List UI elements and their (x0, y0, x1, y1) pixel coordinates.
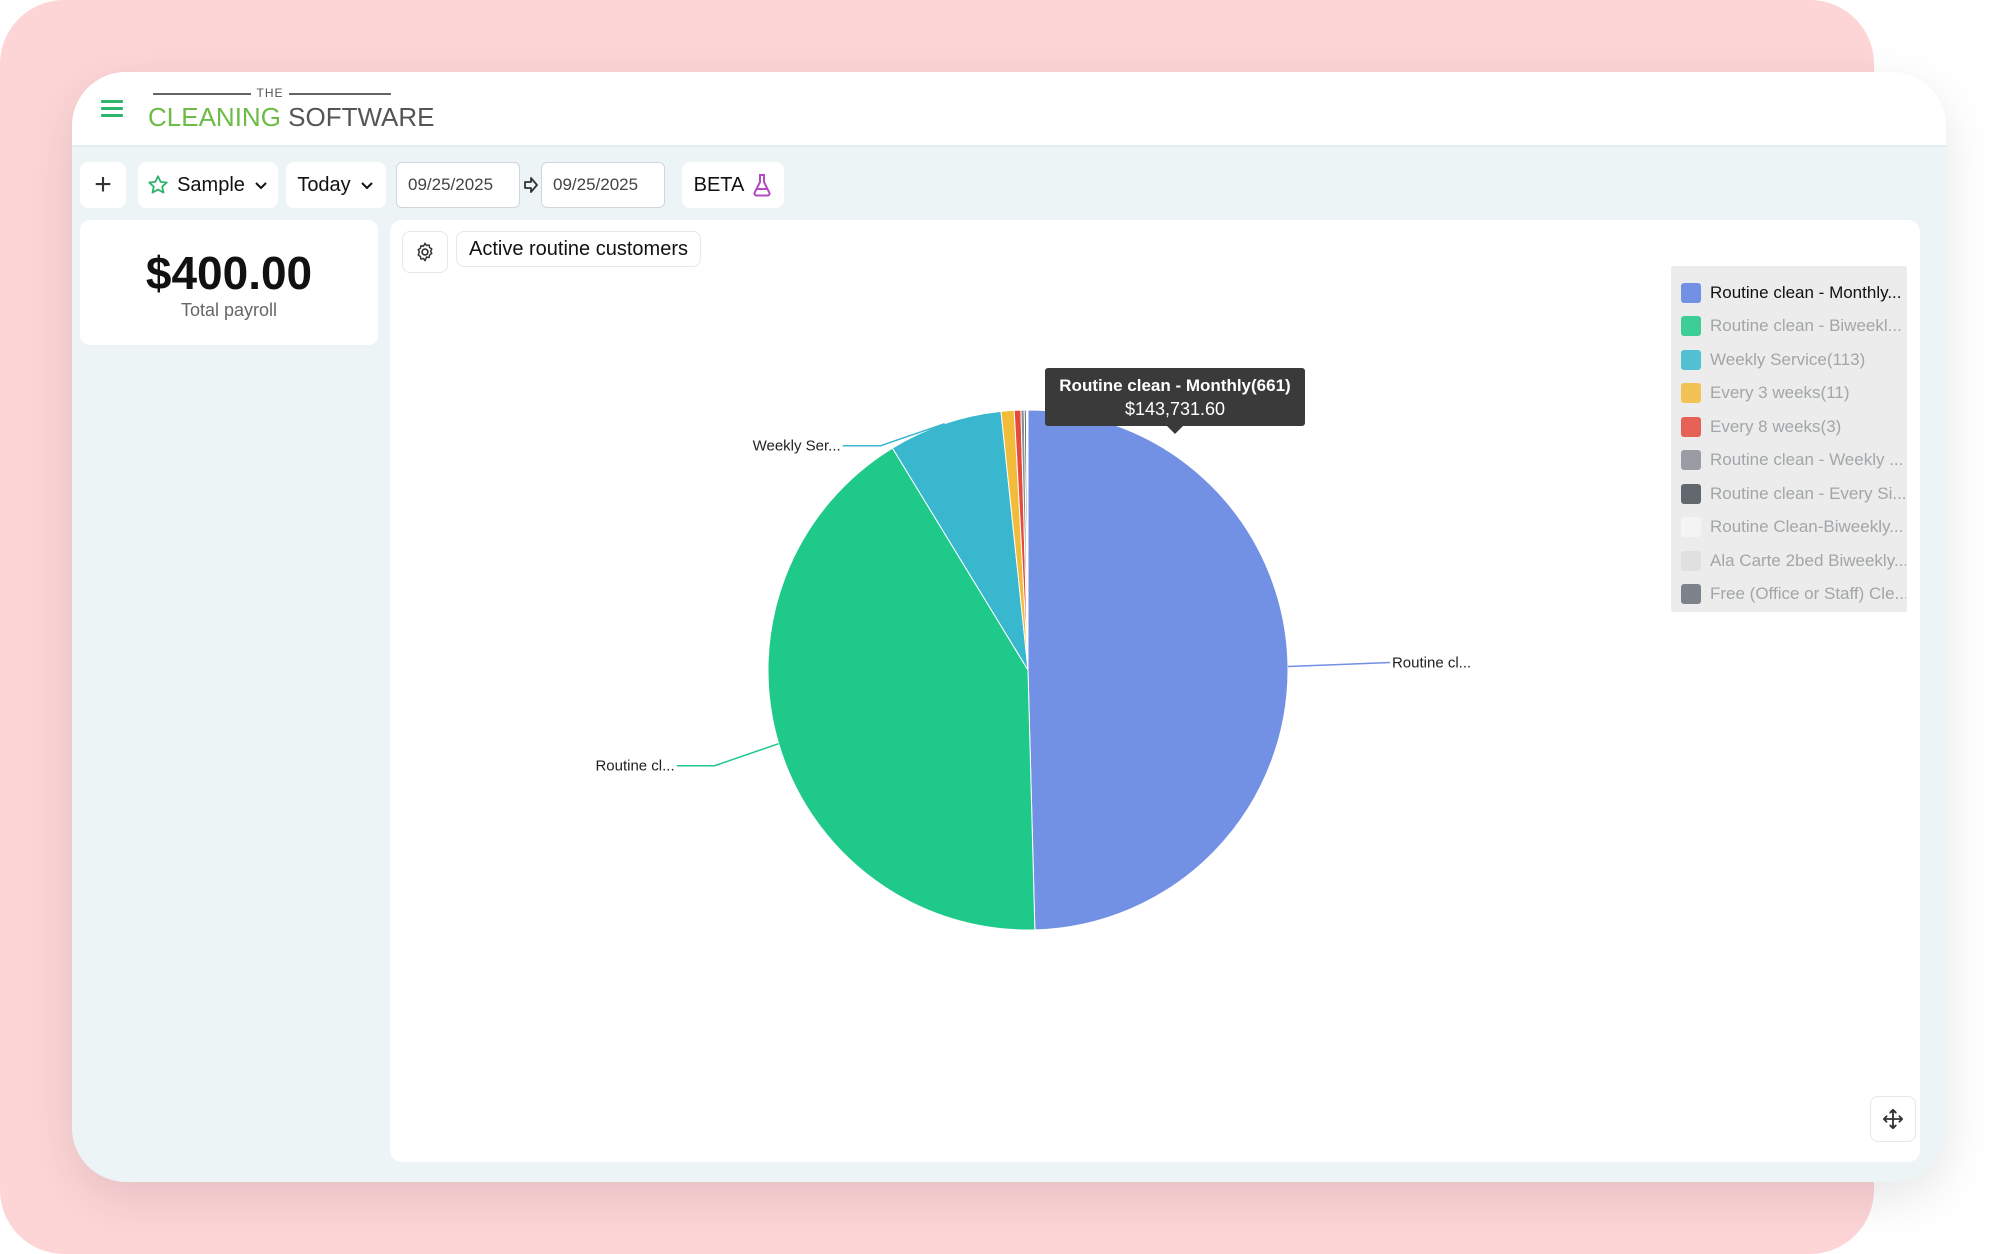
beta-label: BETA (693, 173, 745, 196)
legend-swatch (1681, 550, 1701, 571)
logo-rule-left (153, 93, 251, 95)
legend-item[interactable]: Routine Clean-Biweekly... (1681, 511, 1907, 545)
menu-icon[interactable] (101, 98, 125, 118)
legend-item[interactable]: Every 3 weeks(11) (1681, 377, 1907, 411)
legend-item[interactable]: Ala Carte 2bed Biweekly... (1681, 544, 1907, 578)
date-from-input[interactable]: 09/25/2025 (396, 162, 520, 208)
pie-slice[interactable] (767, 447, 1036, 931)
legend-item[interactable]: Routine clean - Weekly ... (1681, 444, 1907, 478)
chart-title: Active routine customers (456, 231, 701, 267)
legend-item[interactable]: Routine clean - Monthly... (1681, 276, 1907, 310)
legend-label: Routine clean - Monthly... (1710, 282, 1902, 302)
chevron-down-icon (255, 182, 267, 190)
pie-slice[interactable] (1027, 409, 1289, 931)
chart-settings-button[interactable] (402, 231, 448, 273)
legend-label: Weekly Service(113) (1710, 349, 1866, 369)
chart-panel: Active routine customers Routine cl... Ro… (390, 220, 1920, 1162)
callout-label: Weekly Ser... (753, 438, 841, 455)
add-button[interactable]: + (80, 162, 126, 208)
sample-label: Sample (177, 173, 245, 196)
legend-label: Routine Clean-Biweekly... (1710, 517, 1904, 537)
date-to-input[interactable]: 09/25/2025 (541, 162, 665, 208)
payroll-label: Total payroll (180, 300, 278, 320)
legend-swatch (1681, 416, 1701, 437)
legend-swatch (1681, 483, 1701, 504)
legend-swatch (1681, 383, 1701, 404)
star-icon (148, 175, 168, 194)
legend-swatch (1681, 584, 1701, 605)
today-label: Today (297, 173, 351, 196)
legend-swatch (1681, 349, 1701, 370)
logo-rule-right (289, 93, 391, 95)
beta-button[interactable]: BETA (682, 162, 784, 208)
callout-line (1287, 661, 1391, 668)
legend-swatch (1681, 517, 1701, 538)
callout-label: Routine cl... (595, 758, 674, 775)
app-logo[interactable]: THE CLEANING SOFTWARE (148, 86, 435, 138)
pie-chart[interactable]: Routine cl... Routine cl... Weekly Ser... (390, 220, 1920, 1162)
legend-item[interactable]: Routine clean - Biweekl... (1681, 310, 1907, 344)
app-window: THE CLEANING SOFTWARE + Sample Today 09/… (72, 72, 1946, 1182)
legend-label: Routine clean - Every Si... (1710, 483, 1906, 503)
move-icon (1882, 1108, 1904, 1130)
top-bar: THE CLEANING SOFTWARE (72, 72, 1946, 147)
legend-item[interactable]: Weekly Service(113) (1681, 343, 1907, 377)
payroll-amount: $400.00 (145, 247, 313, 299)
payroll-card: $400.00 Total payroll (80, 220, 378, 345)
move-widget-button[interactable] (1870, 1096, 1916, 1142)
callout-line (842, 422, 945, 447)
arrow-right-icon (524, 177, 538, 193)
flask-icon (753, 174, 771, 197)
tooltip-value: $143,731.60 (1124, 399, 1226, 419)
legend-label: Ala Carte 2bed Biweekly... (1710, 550, 1906, 570)
sample-dropdown[interactable]: Sample (138, 162, 278, 208)
legend-swatch (1681, 450, 1701, 471)
legend-item[interactable]: Routine clean - Every Si... (1681, 477, 1907, 511)
today-dropdown[interactable]: Today (286, 162, 386, 208)
legend-label: Every 3 weeks(11) (1710, 383, 1850, 403)
logo-software: SOFTWARE (288, 102, 435, 132)
legend-label: Every 8 weeks(3) (1710, 416, 1842, 436)
gear-icon (417, 242, 433, 262)
legend-item[interactable]: Free (Office or Staff) Cle... (1681, 578, 1907, 612)
legend-label: Routine clean - Weekly ... (1710, 450, 1904, 470)
chart-tooltip: Routine clean - Monthly(661) $143,731.60 (1045, 368, 1305, 434)
logo-cleaning: CLEANING (148, 102, 281, 132)
chevron-down-icon (360, 182, 373, 190)
legend-label: Routine clean - Biweekl... (1710, 316, 1902, 336)
logo-wordmark: CLEANING SOFTWARE (148, 102, 435, 133)
legend-label: Free (Office or Staff) Cle... (1710, 584, 1906, 604)
legend-swatch (1681, 282, 1701, 303)
callout-line (676, 742, 779, 767)
legend-item[interactable]: Every 8 weeks(3) (1681, 410, 1907, 444)
tooltip-series-name: Routine clean - Monthly(661) (1059, 376, 1291, 395)
legend-swatch (1681, 316, 1701, 337)
logo-the: THE (256, 86, 284, 100)
plus-icon: + (94, 168, 112, 201)
chart-legend: Routine clean - Monthly... Routine clean … (1671, 266, 1907, 612)
callout-label: Routine cl... (1392, 655, 1471, 672)
